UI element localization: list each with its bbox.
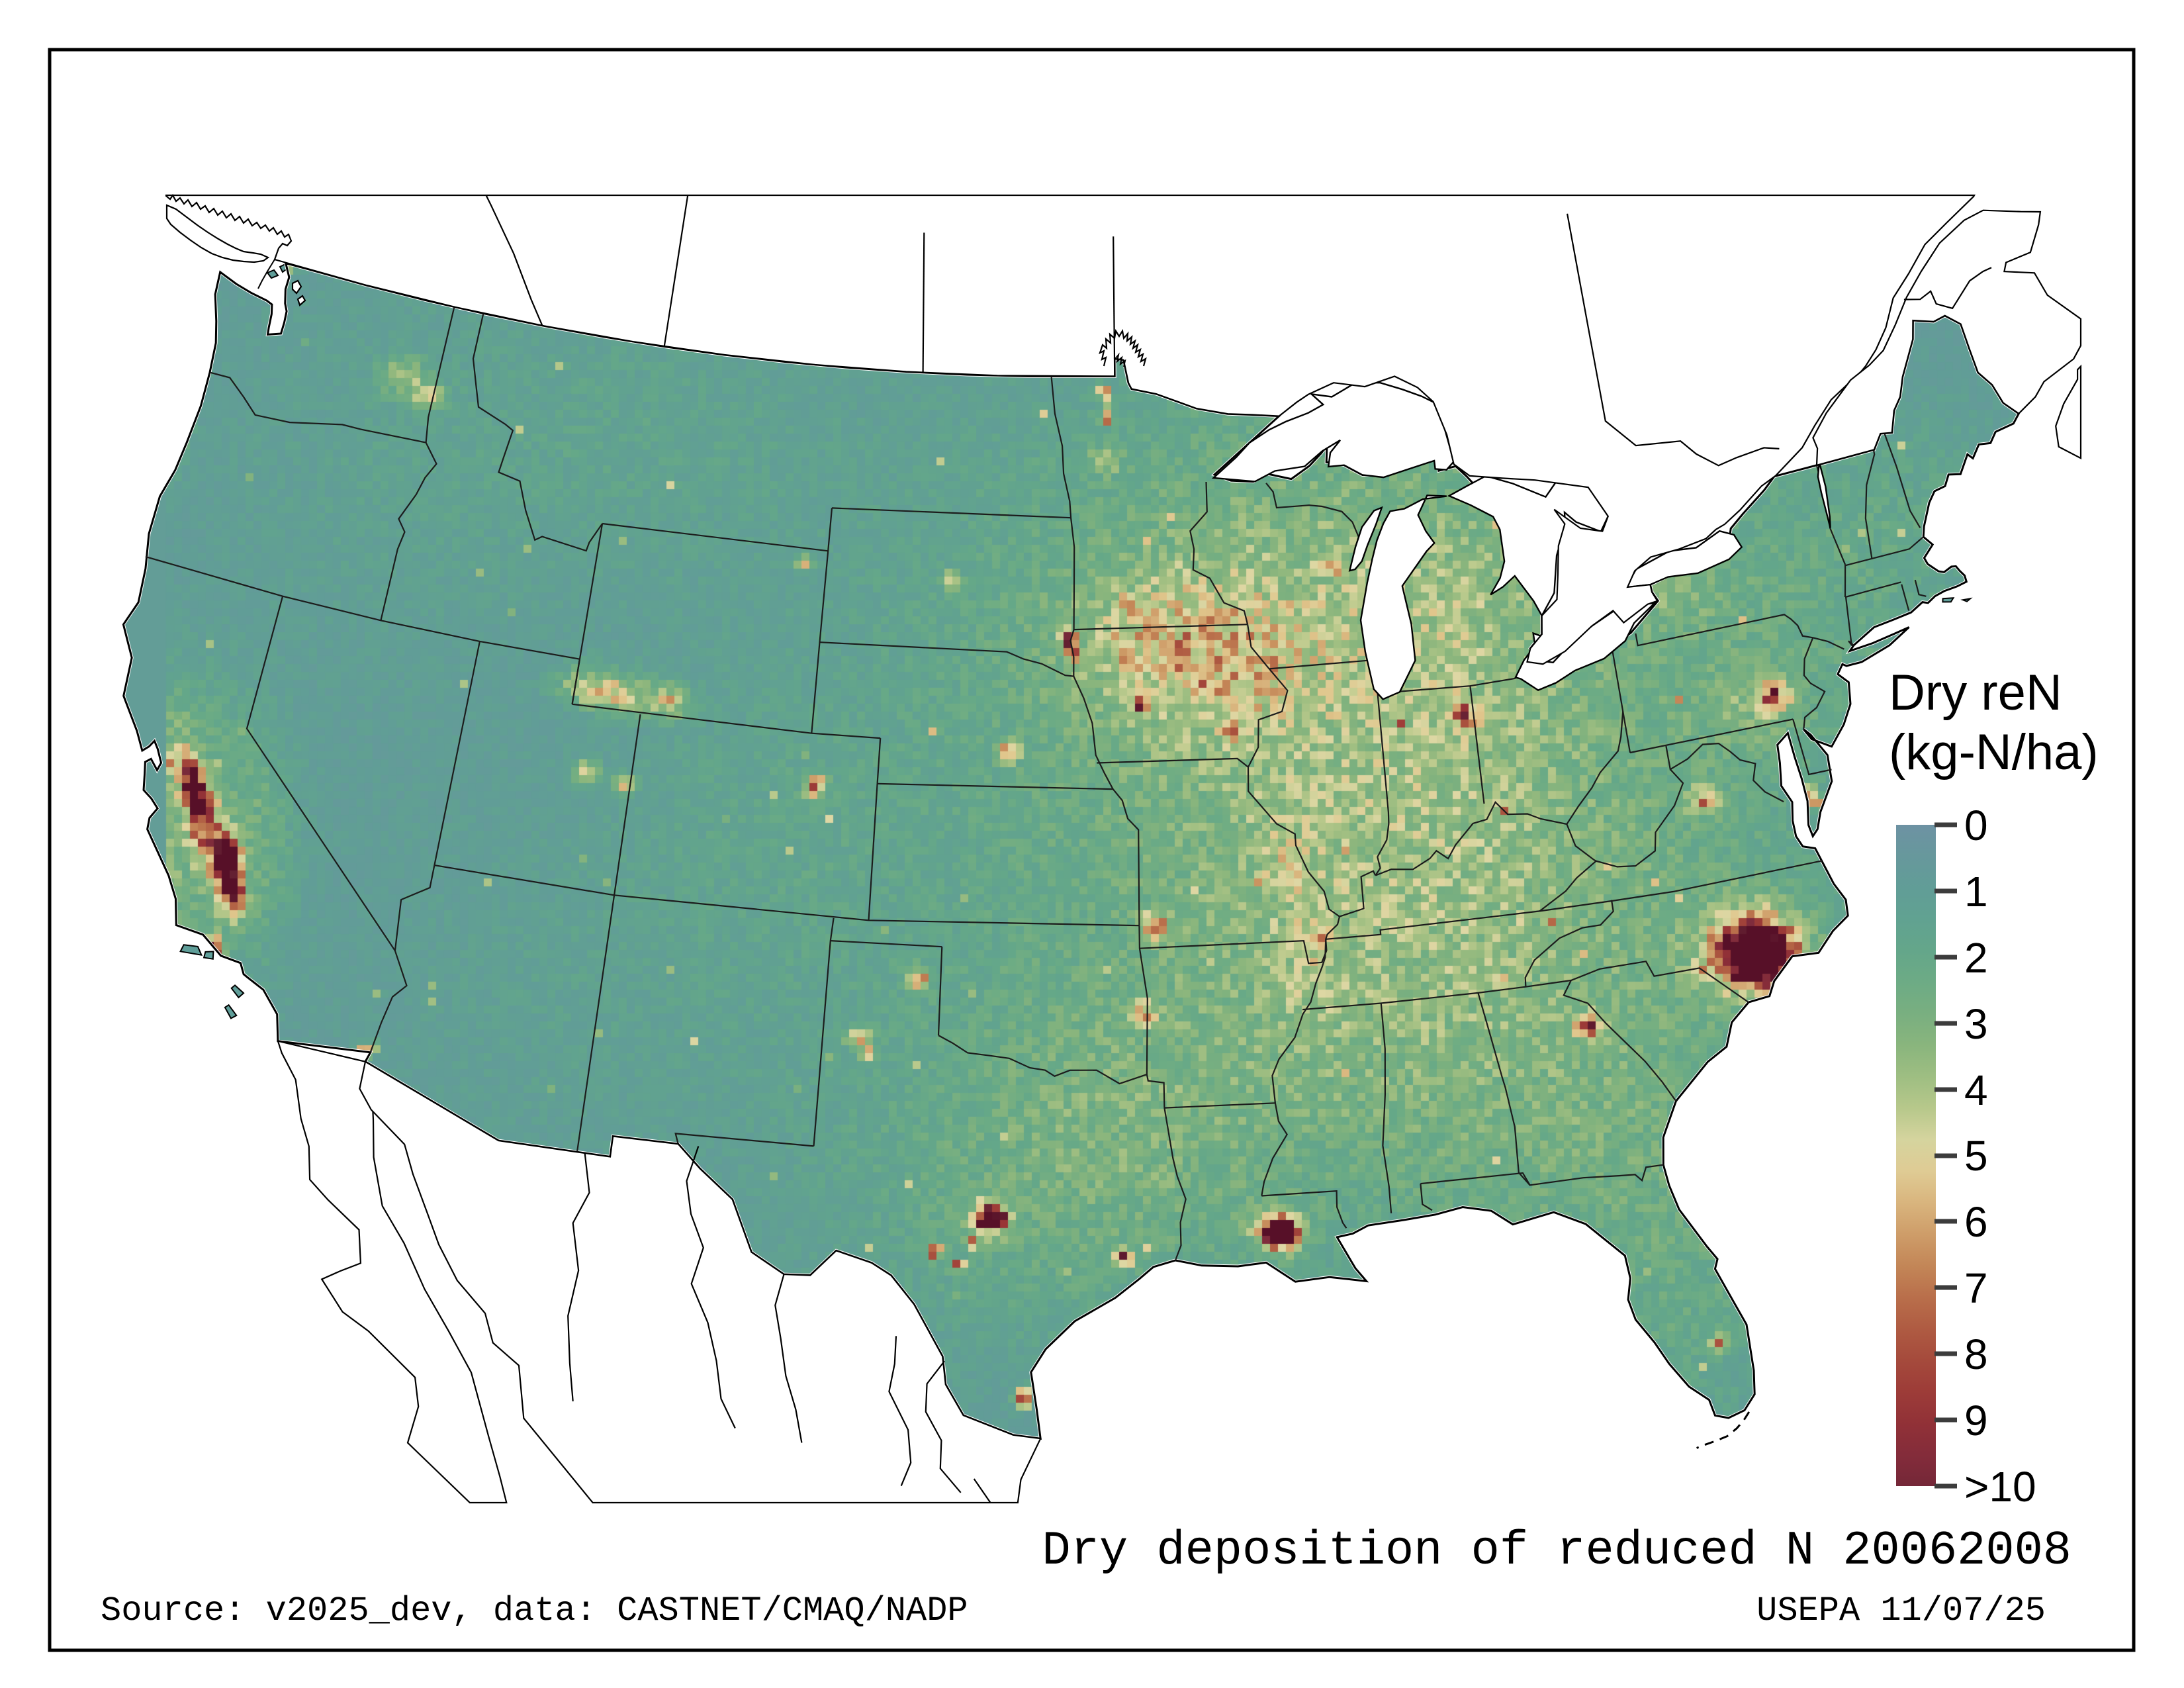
svg-text:5: 5: [1964, 1132, 1988, 1180]
svg-text:1: 1: [1964, 868, 1988, 915]
svg-text:0: 0: [1964, 802, 1988, 849]
svg-text:USEPA 11/07/25: USEPA 11/07/25: [1756, 1591, 2046, 1630]
svg-text:6: 6: [1964, 1198, 1988, 1246]
svg-text:2: 2: [1964, 934, 1988, 982]
svg-text:8: 8: [1964, 1331, 1988, 1378]
svg-text:Dry deposition of reduced N 20: Dry deposition of reduced N 20062008: [1042, 1524, 2071, 1578]
svg-text:Dry reN: Dry reN: [1889, 665, 2062, 721]
svg-text:>10: >10: [1964, 1463, 2036, 1511]
svg-text:(kg-N/ha): (kg-N/ha): [1889, 724, 2099, 780]
svg-text:3: 3: [1964, 1000, 1988, 1048]
svg-text:Source: v2025_dev, data: CASTN: Source: v2025_dev, data: CASTNET/CMAQ/NA…: [101, 1591, 968, 1630]
svg-text:9: 9: [1964, 1397, 1988, 1444]
svg-text:4: 4: [1964, 1066, 1988, 1114]
svg-text:7: 7: [1964, 1264, 1988, 1312]
